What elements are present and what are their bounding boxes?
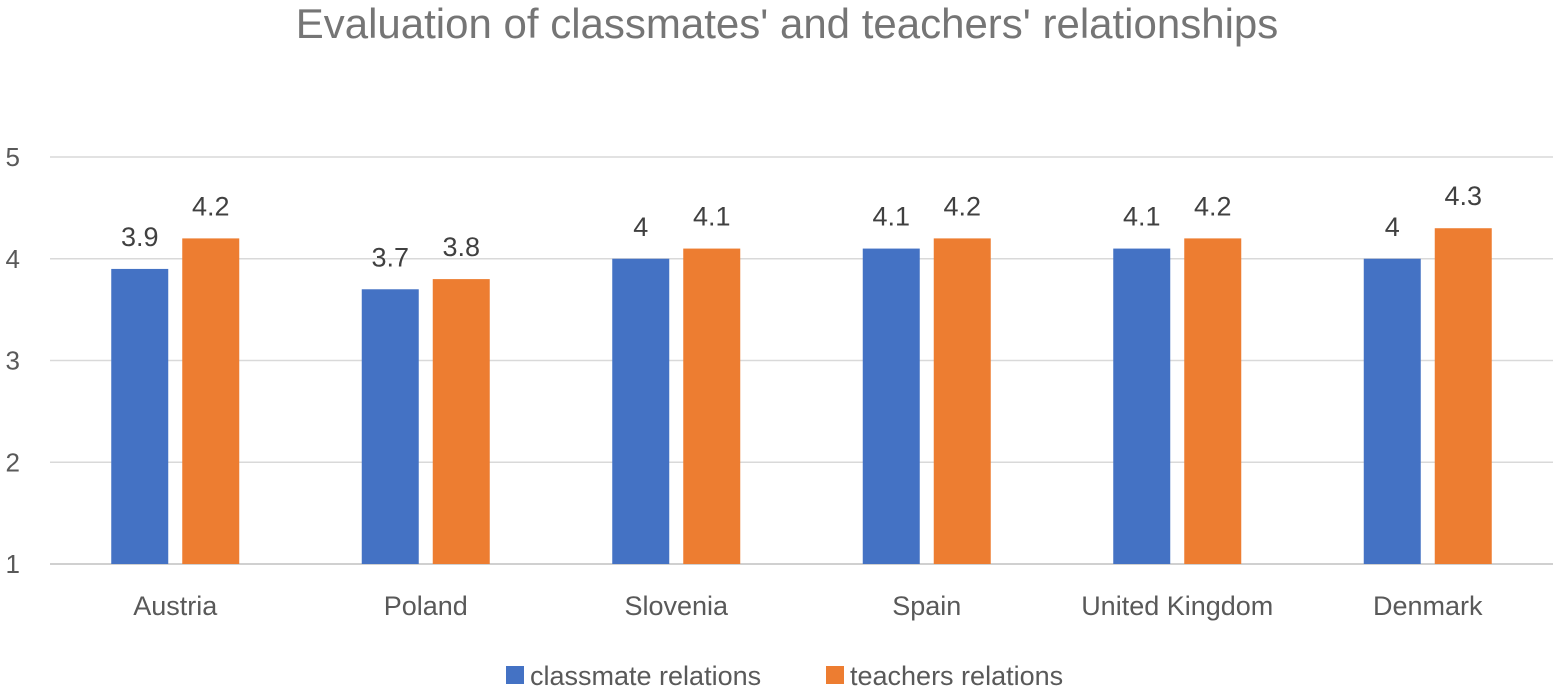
data-label: 4.2 <box>192 191 230 221</box>
y-tick-label: 2 <box>6 447 20 477</box>
x-category-label: Spain <box>892 591 961 621</box>
bar-classmate <box>1363 258 1421 564</box>
bar-teachers <box>1434 228 1492 564</box>
data-label: 4.1 <box>872 202 910 232</box>
data-label: 4 <box>633 212 648 242</box>
x-category-label: Slovenia <box>624 591 729 621</box>
data-label: 4 <box>1385 212 1400 242</box>
legend-label: classmate relations <box>530 661 761 691</box>
bar-teachers <box>432 279 490 564</box>
legend: classmate relations teachers relations <box>506 661 1063 691</box>
bar-classmate <box>612 258 670 564</box>
x-category-label: United Kingdom <box>1081 591 1273 621</box>
data-label: 4.2 <box>1194 191 1232 221</box>
data-label: 3.9 <box>121 222 159 252</box>
bars <box>111 228 1492 564</box>
y-tick-label: 3 <box>6 346 20 376</box>
data-label: 3.7 <box>371 242 409 272</box>
y-tick-label: 4 <box>6 244 20 274</box>
y-tick-label: 1 <box>6 549 20 579</box>
bar-classmate <box>361 289 419 564</box>
gridlines <box>50 156 1553 565</box>
y-axis-ticks: 1 2 3 4 5 <box>6 142 20 579</box>
chart-title: Evaluation of classmates' and teachers' … <box>296 0 1279 47</box>
x-axis-categories: Austria Poland Slovenia Spain United Kingdom… <box>133 591 1483 621</box>
legend-swatch <box>826 666 844 684</box>
data-label: 4.1 <box>693 202 731 232</box>
y-tick-label: 5 <box>6 142 20 172</box>
bar-teachers <box>1184 238 1242 564</box>
x-category-label: Poland <box>384 591 468 621</box>
data-label: 4.3 <box>1444 181 1482 211</box>
legend-label: teachers relations <box>850 661 1063 691</box>
legend-swatch <box>506 666 524 684</box>
bar-classmate <box>862 248 920 564</box>
data-labels: 3.9 4.2 3.7 3.8 4 4.1 4.1 4.2 4.1 4.2 4 4.3 <box>121 181 1482 272</box>
bar-teachers <box>182 238 240 564</box>
data-label: 3.8 <box>442 232 480 262</box>
data-label: 4.2 <box>943 191 981 221</box>
x-category-label: Austria <box>133 591 218 621</box>
bar-teachers <box>933 238 991 564</box>
x-category-label: Denmark <box>1373 591 1483 621</box>
bar-teachers <box>683 248 741 564</box>
bar-classmate <box>1113 248 1171 564</box>
data-label: 4.1 <box>1123 202 1161 232</box>
bar-classmate <box>111 268 169 564</box>
